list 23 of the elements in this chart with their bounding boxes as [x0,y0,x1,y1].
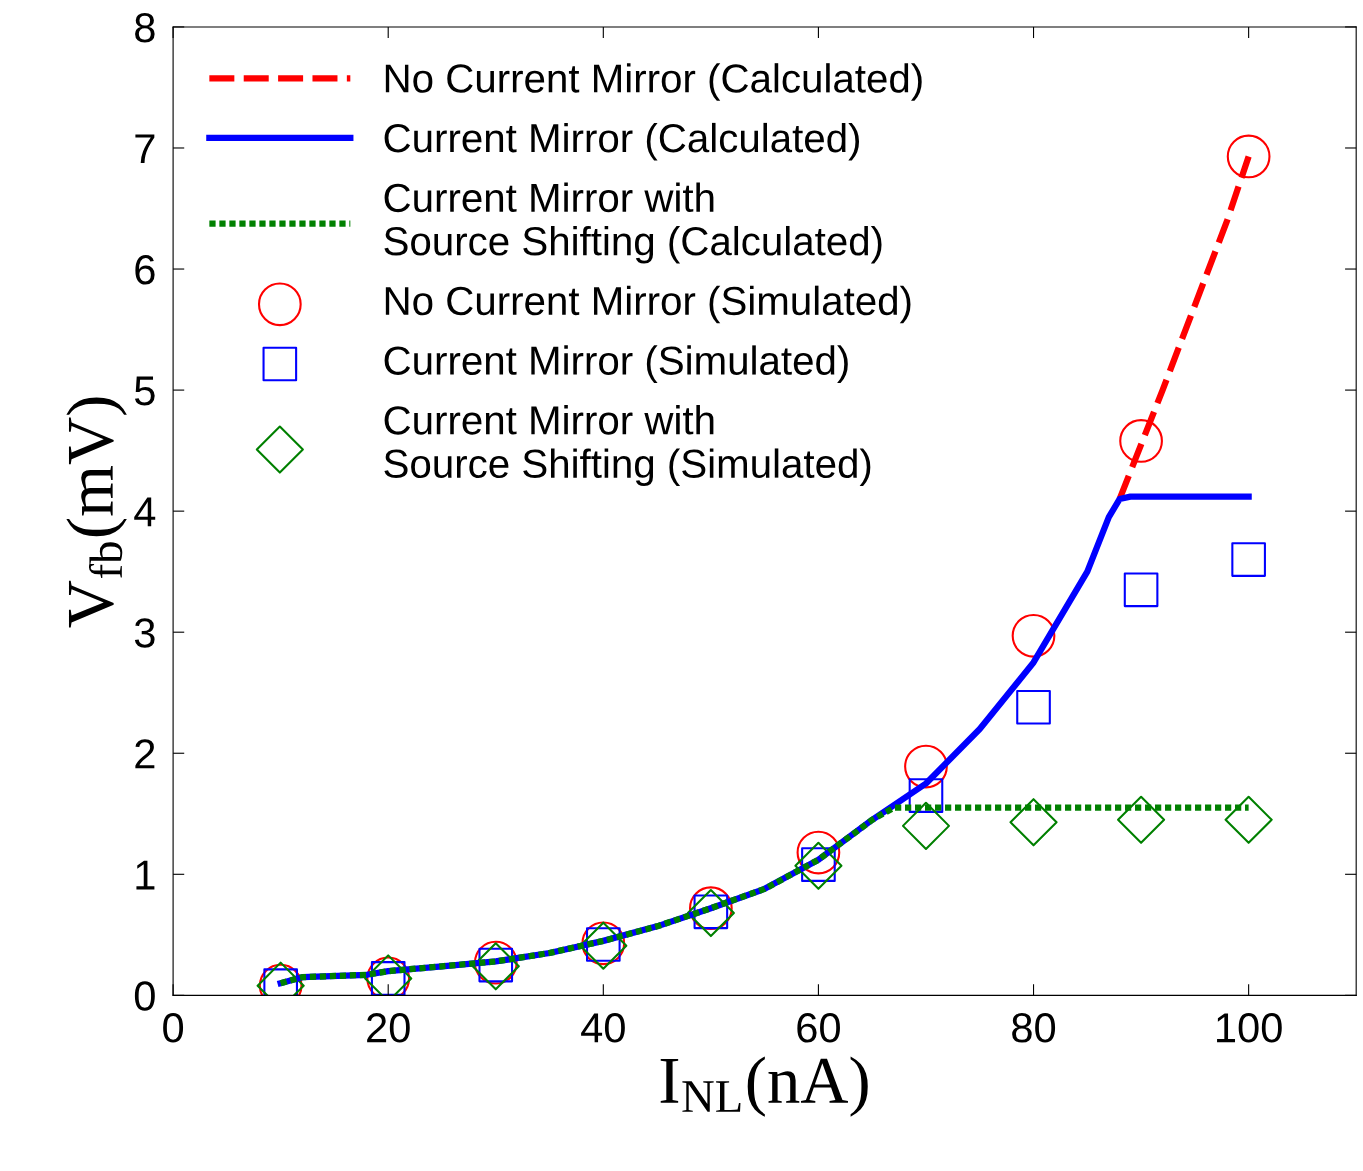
legend-label: No Current Mirror (Calculated) [385,63,922,101]
y-tick-label: 1 [136,860,155,890]
x-tick-label: 40 [581,1013,625,1043]
y-tick-label: 0 [134,981,155,1011]
y-tick-label: 7 [135,134,155,164]
x-tick-label: 60 [797,1013,840,1043]
y-tick-label: 6 [135,255,155,285]
y-tick-label: 4 [134,497,156,527]
y-axis-title: V$_{fb}$(mV) [66,397,127,628]
legend-label: Current Mirror with Source Shifting (Simulated) [384,405,871,486]
x-tick-label: 0 [163,1013,184,1043]
y-tick-label: 5 [134,376,155,406]
x-tick-label: 80 [1012,1013,1056,1043]
x-axis-title: I$_{NL}$(nA) [660,1056,868,1117]
legend-label: No Current Mirror (Simulated) [385,285,911,324]
legend-label: Current Mirror (Calculated) [384,122,860,161]
legend-label: Current Mirror (Simulated) [384,345,848,383]
y-tick-label: 8 [135,12,155,43]
x-tick-label: 100 [1217,1013,1282,1043]
legend-label: Current Mirror with Source Shifting (Calculated) [384,182,882,264]
y-tick-label: 2 [135,739,155,769]
x-tick-label: 20 [367,1013,410,1043]
y-tick-label: 3 [134,618,155,648]
